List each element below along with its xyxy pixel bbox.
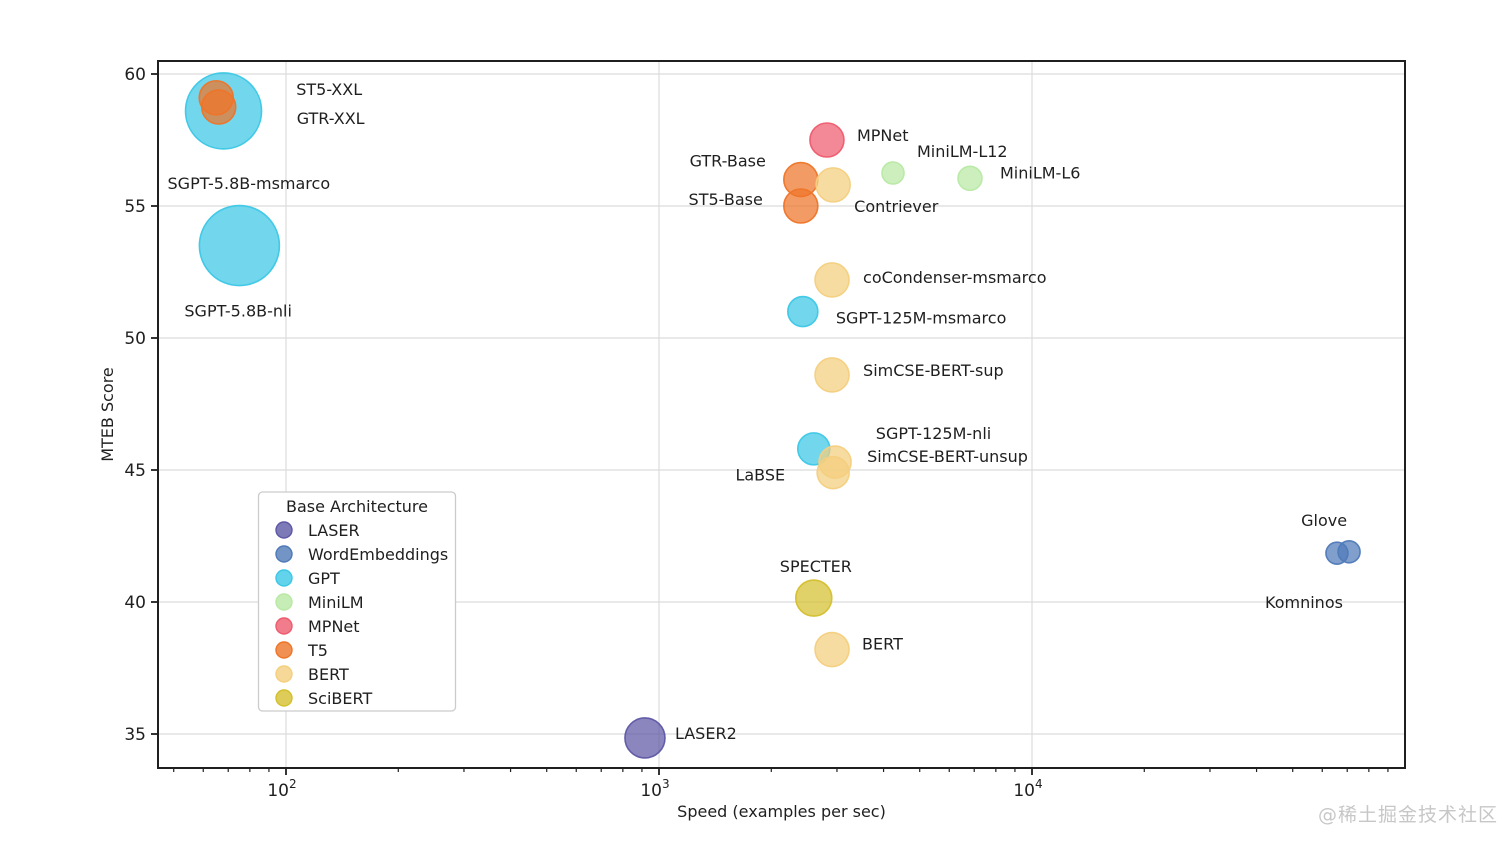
bubble-MiniLM-L6 — [957, 165, 983, 192]
legend-swatch-GPT — [275, 569, 293, 587]
legend-label-LASER: LASER — [308, 521, 360, 540]
label-LaBSE: LaBSE — [735, 466, 785, 485]
y-tick-label: 50 — [124, 329, 146, 349]
label-MPNet: MPNet — [857, 126, 909, 145]
watermark-text: @稀土掘金技术社区 — [1317, 804, 1498, 826]
legend-swatch-LASER — [275, 521, 293, 539]
bubble-BERT — [814, 631, 850, 668]
label-SimCSE-BERT-sup: SimCSE-BERT-sup — [863, 361, 1004, 380]
bubble-LASER2 — [624, 717, 666, 759]
label-Contriever: Contriever — [854, 197, 939, 216]
y-tick-label: 35 — [124, 725, 146, 745]
bubble-Contriever — [815, 167, 851, 203]
legend-swatch-MPNet — [275, 617, 293, 635]
y-axis-label: MTEB Score — [98, 367, 117, 462]
legend-label-WordEmbeddings: WordEmbeddings — [308, 545, 448, 564]
bubble-ST5-Base — [783, 188, 819, 224]
label-MiniLM-L6: MiniLM-L6 — [1000, 163, 1080, 182]
label-BERT: BERT — [862, 635, 903, 654]
bubble-SGPT-125M-msmarco — [787, 295, 819, 328]
bubble-SGPT-5.8B-nli — [198, 204, 281, 287]
label-SPECTER: SPECTER — [780, 557, 852, 576]
x-tick-label: 102 — [267, 777, 296, 801]
label-coCondenser-msmarco: coCondenser-msmarco — [863, 268, 1046, 287]
x-tick-label: 104 — [1013, 777, 1042, 801]
y-tick-label: 55 — [124, 197, 146, 217]
bubble-coCondenser-msmarco — [814, 262, 850, 298]
bubble-GTR-XXL — [200, 89, 237, 125]
label-SGPT-5.8B-msmarco: SGPT-5.8B-msmarco — [168, 174, 331, 193]
legend-label-SciBERT: SciBERT — [308, 689, 372, 708]
bubble-MiniLM-L12 — [881, 161, 905, 185]
bubble-Glove — [1337, 540, 1361, 564]
legend: Base Architecture LASER WordEmbeddings GPT M… — [257, 491, 457, 712]
label-SGPT-125M-nli: SGPT-125M-nli — [876, 424, 991, 443]
bubble-MPNet — [809, 122, 845, 158]
bubble-LaBSE — [816, 455, 850, 490]
label-SGPT-125M-msmarco: SGPT-125M-msmarco — [836, 309, 1007, 328]
y-tick-label: 60 — [124, 65, 146, 85]
label-GTR-XXL: GTR-XXL — [297, 109, 365, 128]
label-MiniLM-L12: MiniLM-L12 — [917, 142, 1008, 161]
bubble-SPECTER — [794, 579, 833, 617]
legend-swatch-BERT — [275, 665, 293, 683]
label-ST5-Base: ST5-Base — [689, 190, 763, 209]
x-tick-label: 103 — [640, 777, 669, 801]
legend-label-GPT: GPT — [308, 569, 340, 588]
label-LASER2: LASER2 — [675, 724, 737, 743]
legend-box — [257, 491, 457, 712]
label-SimCSE-BERT-unsup: SimCSE-BERT-unsup — [867, 447, 1028, 466]
x-axis-label: Speed (examples per sec) — [677, 802, 886, 821]
label-ST5-XXL: ST5-XXL — [296, 80, 362, 99]
legend-swatch-MiniLM — [275, 593, 293, 611]
legend-title: Base Architecture — [286, 497, 428, 516]
label-GTR-Base: GTR-Base — [690, 152, 766, 171]
legend-label-T5: T5 — [307, 641, 328, 660]
label-Komninos: Komninos — [1265, 593, 1343, 612]
label-Glove: Glove — [1301, 511, 1347, 530]
legend-swatch-WordEmbeddings — [275, 545, 293, 563]
y-tick-label: 45 — [124, 461, 146, 481]
plot-border — [157, 60, 1406, 769]
legend-swatch-SciBERT — [275, 689, 293, 707]
bubble-SimCSE-BERT-sup — [814, 357, 850, 393]
legend-swatch-T5 — [275, 641, 293, 659]
legend-label-MPNet: MPNet — [308, 617, 360, 636]
label-SGPT-5.8B-nli: SGPT-5.8B-nli — [184, 302, 292, 321]
legend-label-BERT: BERT — [308, 665, 349, 684]
legend-label-MiniLM: MiniLM — [308, 593, 364, 612]
y-tick-label: 40 — [124, 593, 146, 613]
